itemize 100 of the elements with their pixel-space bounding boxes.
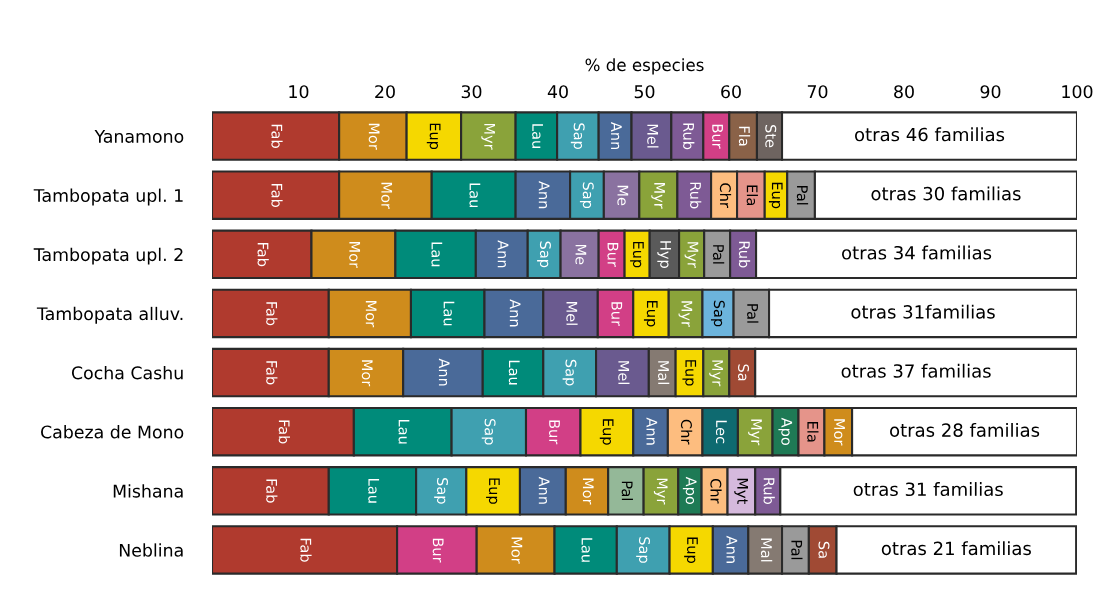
data-label: Ann: [538, 181, 550, 209]
x-tick-label: 60: [721, 85, 741, 99]
data-label: Fla: [738, 126, 751, 146]
data-label: Lec: [715, 420, 727, 444]
data-label: otras 31familias: [851, 304, 995, 319]
data-label: Fab: [278, 420, 290, 444]
data-label: Apo: [778, 417, 793, 445]
data-label: Rub: [690, 182, 702, 209]
data-label: Sap: [636, 537, 650, 563]
y-tick-label: Tambopata upl. 1: [33, 188, 183, 206]
data-label: otras 21 familias: [881, 541, 1031, 556]
data-label: Eup: [684, 537, 698, 563]
data-label: Ela: [807, 422, 819, 442]
data-label: Apo: [682, 476, 697, 505]
data-label: Myt: [734, 478, 748, 504]
y-tick-label: Tambopata alluv.: [36, 306, 183, 324]
data-label: Myr: [748, 419, 762, 446]
data-label: Ann: [538, 476, 550, 504]
data-label: Rub: [738, 241, 751, 268]
data-label: Eup: [768, 182, 783, 209]
y-tick-label: Yanamono: [94, 130, 184, 143]
data-label: otras 28 familias: [890, 422, 1040, 437]
data-label: Eup: [630, 241, 644, 268]
data-label: Chr: [710, 478, 722, 504]
data-label: Mor: [349, 241, 361, 269]
data-label: Mor: [834, 419, 845, 446]
data-label: Pal: [791, 540, 803, 560]
data-label: Sa: [818, 541, 830, 558]
data-label: Mel: [566, 302, 578, 325]
x-tick-label: 40: [547, 85, 568, 99]
data-label: Eup: [682, 360, 697, 386]
x-tick-label: 70: [807, 85, 828, 99]
data-label: Sap: [537, 241, 551, 268]
y-tick-label: Neblina: [119, 543, 183, 557]
data-label: Mor: [381, 182, 393, 209]
data-label: Mor: [582, 478, 594, 505]
data-label: Sap: [579, 182, 594, 209]
data-label: Myr: [678, 301, 693, 328]
data-label: Chr: [719, 183, 732, 208]
x-tick-label: 100: [1062, 85, 1093, 99]
data-label: Me: [617, 185, 629, 206]
data-label: Fab: [300, 538, 312, 562]
data-label: Ann: [611, 121, 622, 150]
data-label: Eup: [599, 419, 614, 445]
x-tick-label: 80: [894, 85, 914, 99]
data-label: Sap: [570, 123, 585, 149]
data-label: Sap: [481, 418, 496, 445]
data-label: Fab: [266, 479, 278, 503]
data-label: Mor: [511, 537, 523, 564]
data-label: Ann: [509, 299, 521, 327]
data-label: otras 31 familias: [853, 482, 1003, 497]
data-label: Pal: [712, 245, 725, 264]
x-tick-label: 90: [980, 85, 1001, 99]
data-label: Ann: [438, 358, 450, 386]
data-label: Eup: [643, 301, 658, 327]
x-tick-label: 30: [461, 85, 482, 99]
data-label: Fab: [257, 243, 269, 267]
y-tick-label: Mishana: [113, 484, 183, 498]
x-tick-label: 20: [375, 85, 395, 99]
data-label: Mal: [658, 361, 670, 384]
x-tick-label: 50: [634, 85, 655, 99]
data-label: Hyp: [657, 241, 671, 268]
data-label: Ann: [726, 535, 738, 563]
data-label: Pal: [747, 304, 759, 323]
data-label: Ste: [765, 125, 777, 148]
data-label: Rub: [683, 123, 695, 150]
data-label: Lau: [398, 419, 410, 444]
data-label: Myr: [684, 242, 699, 268]
data-label: Lau: [469, 183, 481, 208]
data-label: otras 34 familias: [842, 245, 992, 260]
data-label: Me: [575, 244, 587, 265]
data-label: Fab: [271, 124, 283, 148]
data-label: Bur: [712, 124, 723, 149]
data-label: Mor: [368, 123, 380, 150]
y-tick-label: Cabeza de Mono: [41, 425, 184, 439]
data-label: Mor: [361, 360, 373, 387]
data-label: Lau: [431, 242, 443, 267]
x-axis-title: % de especies: [585, 58, 704, 75]
data-label: Chr: [680, 419, 693, 445]
data-label: Bur: [611, 302, 623, 327]
data-label: Eup: [486, 478, 500, 504]
data-label: otras 46 familias: [855, 127, 1005, 142]
data-label: otras 30 familias: [871, 186, 1021, 201]
y-tick-label: Cocha Cashu: [71, 365, 183, 380]
data-label: Fab: [266, 361, 278, 385]
data-label: Myr: [709, 360, 723, 387]
data-label: Lau: [581, 538, 593, 562]
data-label: Sap: [434, 478, 449, 504]
data-label: Ann: [646, 417, 658, 445]
data-label: Lau: [443, 301, 455, 326]
y-tick-label: Tambopata upl. 2: [33, 247, 183, 265]
data-label: Ann: [497, 240, 509, 268]
data-label: Myr: [481, 123, 495, 150]
data-label: Bur: [432, 538, 444, 563]
data-label: Myr: [651, 183, 665, 209]
data-label: Sap: [710, 300, 725, 327]
data-label: Bur: [549, 420, 560, 445]
data-label: Bur: [607, 243, 619, 267]
data-label: Pal: [796, 186, 809, 205]
data-label: Fab: [266, 302, 278, 326]
